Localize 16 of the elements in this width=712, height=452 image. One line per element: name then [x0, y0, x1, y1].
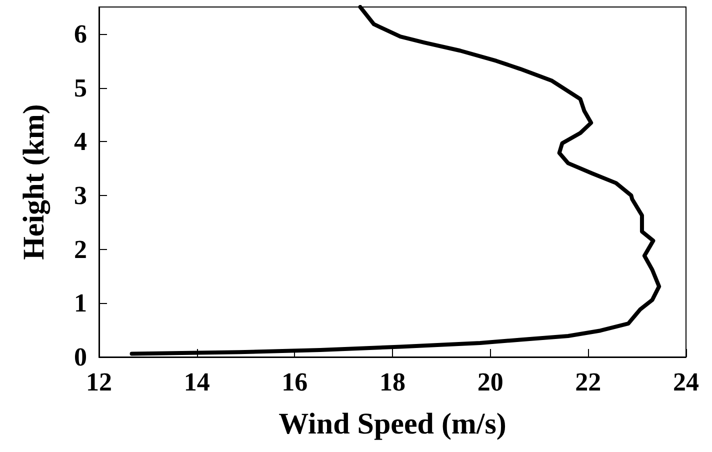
x-axis-title: Wind Speed (m/s) [278, 408, 506, 440]
x-tick-label: 20 [477, 368, 504, 396]
x-tick-label: 12 [86, 368, 112, 396]
y-tick-label: 6 [74, 19, 87, 48]
x-tick-label: 16 [282, 368, 308, 396]
y-tick-label: 0 [74, 342, 87, 372]
x-tick-label: 18 [380, 368, 406, 396]
y-tick-label: 3 [74, 180, 87, 210]
x-tick-label: 22 [575, 368, 602, 396]
y-tick-label: 1 [74, 288, 87, 318]
y-tick-label: 2 [74, 234, 87, 264]
x-tick-label: 14 [184, 368, 210, 396]
x-tick-label: 24 [673, 368, 699, 396]
y-tick-label: 4 [74, 127, 87, 156]
y-axis-title: Height (km) [18, 104, 50, 260]
y-tick-label: 5 [74, 73, 87, 102]
